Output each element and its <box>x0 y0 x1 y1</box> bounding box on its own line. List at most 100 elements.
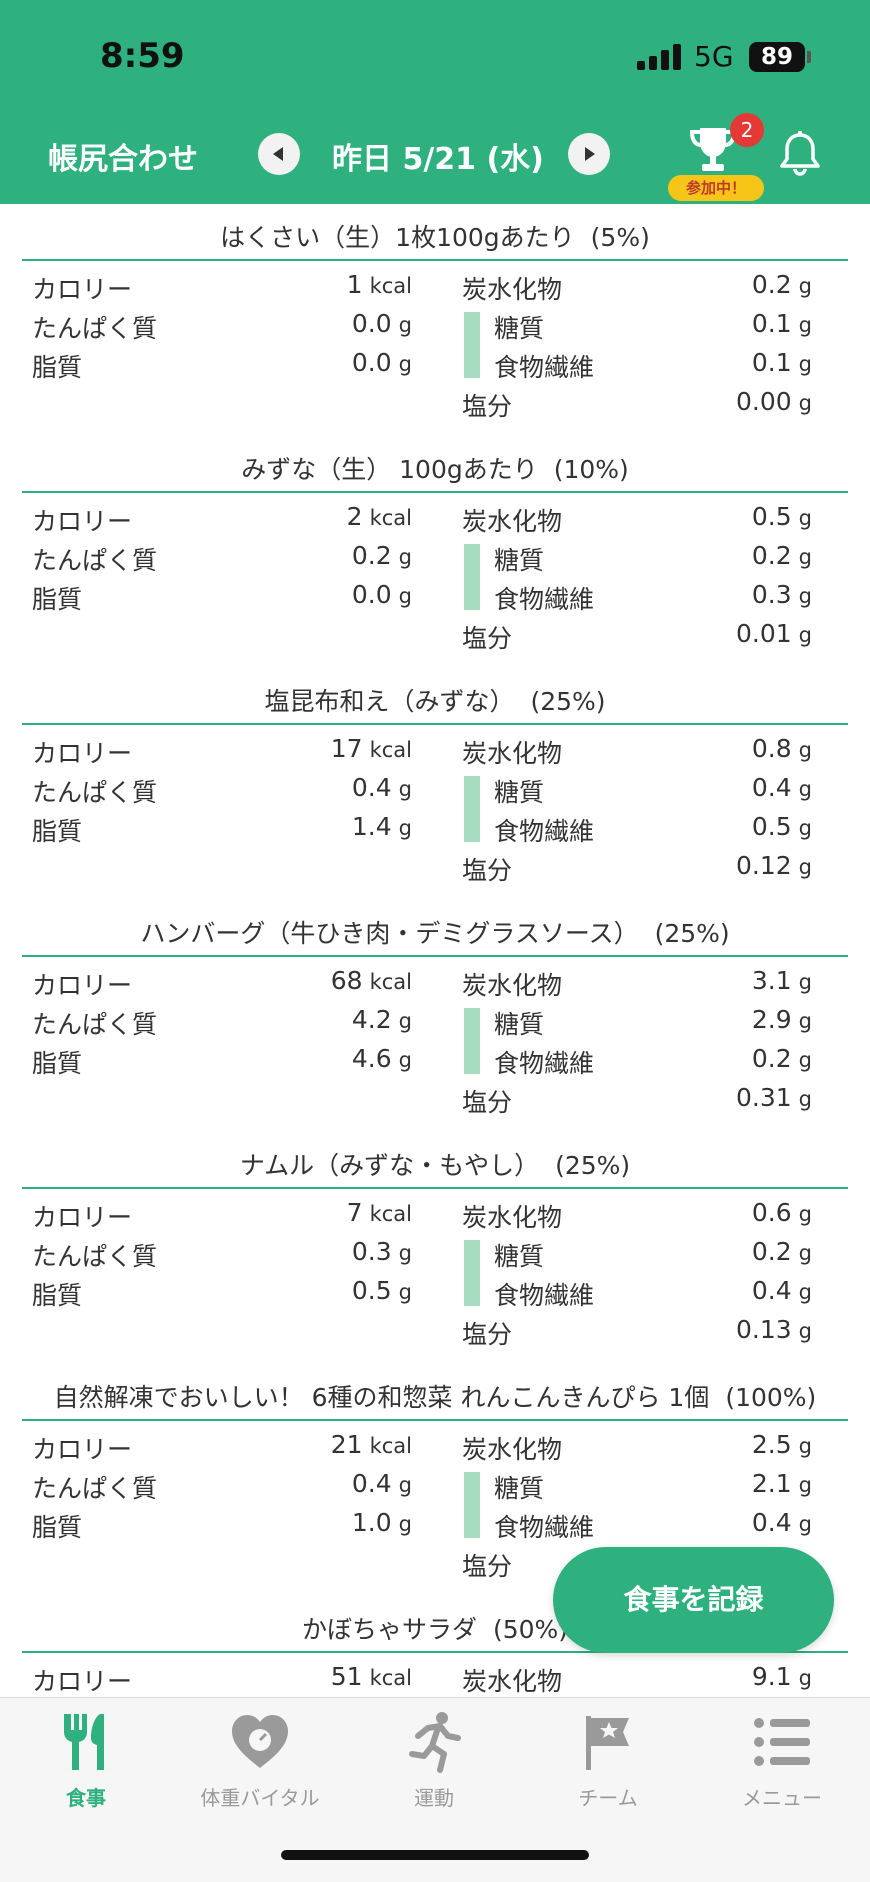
trophy-icon[interactable] <box>688 124 738 176</box>
sugar-value: 2.9 g <box>751 1005 812 1034</box>
prev-day-button[interactable] <box>258 133 300 175</box>
carb-value: 0.6 g <box>751 1198 812 1227</box>
fiber-label: 食物繊維 <box>494 353 595 382</box>
tab-weight-vitals[interactable]: 体重バイタル <box>175 1710 345 1811</box>
carb-label: 炭水化物 <box>462 507 563 536</box>
runner-icon <box>409 1712 461 1773</box>
food-portion-pct: (25%) <box>654 919 730 948</box>
battery-icon: 89 <box>749 42 811 72</box>
carb-breakdown-bar <box>464 312 480 378</box>
protein-label: たんぱく質 <box>32 314 158 343</box>
protein-value: 0.4 g <box>351 1469 412 1498</box>
bell-icon[interactable] <box>778 130 822 176</box>
protein-value: 4.2 g <box>351 1005 412 1034</box>
carb-value: 0.2 g <box>751 270 812 299</box>
protein-value: 0.3 g <box>351 1237 412 1266</box>
tab-menu[interactable]: メニュー <box>697 1710 867 1811</box>
record-meal-button[interactable]: 食事を記録 <box>553 1547 834 1653</box>
food-name: ハンバーグ（牛ひき肉・デミグラスソース） <box>140 919 639 948</box>
food-item[interactable]: 塩昆布和え（みずな） (25%) カロリー 17 kcal たんぱく質 0.4 g 脂… <box>0 668 870 900</box>
calorie-value: 2 kcal <box>346 502 412 531</box>
fiber-value: 0.3 g <box>751 580 812 609</box>
food-name: 自然解凍でおいしい！ 6種の和惣菜 れんこんきんぴら 1個 <box>53 1383 710 1412</box>
tab-label: メニュー <box>742 1786 822 1810</box>
sugar-label: 糖質 <box>494 1474 545 1503</box>
fat-label: 脂質 <box>32 353 83 382</box>
fat-label: 脂質 <box>32 1513 83 1542</box>
salt-label: 塩分 <box>462 1320 513 1349</box>
fiber-label: 食物繊維 <box>494 1049 595 1078</box>
food-item[interactable]: みずな（生） 100gあたり (10%) カロリー 2 kcal たんぱく質 0.2… <box>0 436 870 668</box>
divider <box>22 1419 848 1421</box>
protein-label: たんぱく質 <box>32 1242 158 1271</box>
calorie-label: カロリー <box>32 507 133 536</box>
carb-breakdown-bar <box>464 1008 480 1074</box>
fat-value: 0.5 g <box>351 1276 412 1305</box>
protein-label: たんぱく質 <box>32 1010 158 1039</box>
carb-label: 炭水化物 <box>462 1435 563 1464</box>
food-portion-pct: (25%) <box>555 1151 631 1180</box>
triangle-left-icon <box>273 147 283 161</box>
carb-value: 0.5 g <box>751 502 812 531</box>
food-name: みずな（生） 100gあたり <box>241 455 538 484</box>
food-portion-pct: (100%) <box>725 1383 817 1412</box>
sugar-value: 0.4 g <box>751 773 812 802</box>
flag-star-icon <box>586 1716 629 1770</box>
fiber-value: 0.5 g <box>751 812 812 841</box>
carb-breakdown-bar <box>464 1472 480 1538</box>
food-item[interactable]: 自然解凍でおいしい！ 6種の和惣菜 れんこんきんぴら 1個 (100%) カロリー… <box>0 1364 870 1596</box>
tab-label: 食事 <box>66 1786 106 1810</box>
sugar-label: 糖質 <box>494 314 545 343</box>
calorie-value: 21 kcal <box>330 1430 412 1459</box>
fiber-label: 食物繊維 <box>494 1281 595 1310</box>
fat-value: 0.0 g <box>351 348 412 377</box>
salt-value: 0.01 g <box>735 619 812 648</box>
battery-level: 89 <box>760 44 793 70</box>
carb-value: 0.8 g <box>751 734 812 763</box>
salt-label: 塩分 <box>462 624 513 653</box>
calorie-label: カロリー <box>32 1667 133 1696</box>
calorie-label: カロリー <box>32 1203 133 1232</box>
triangle-right-icon <box>585 147 595 161</box>
salt-label: 塩分 <box>462 392 513 421</box>
protein-label: たんぱく質 <box>32 778 158 807</box>
fiber-value: 0.4 g <box>751 1276 812 1305</box>
protein-value: 0.0 g <box>351 309 412 338</box>
tab-exercise[interactable]: 運動 <box>349 1710 519 1811</box>
food-title: 自然解凍でおいしい！ 6種の和惣菜 れんこんきんぴら 1個 (100%) <box>0 1378 870 1414</box>
app-header: 8:59 5G 89 帳尻合わせ 昨日 5/21 (水) 2 参加中！ <box>0 0 870 204</box>
fat-value: 0.0 g <box>351 580 412 609</box>
tab-team[interactable]: チーム <box>523 1710 693 1811</box>
food-title: かぼちゃサラダ (50%) <box>0 1610 870 1646</box>
food-name: かぼちゃサラダ <box>301 1615 477 1644</box>
fat-value: 1.4 g <box>351 812 412 841</box>
carb-value: 2.5 g <box>751 1430 812 1459</box>
protein-value: 0.2 g <box>351 541 412 570</box>
food-title: ハンバーグ（牛ひき肉・デミグラスソース） (25%) <box>0 914 870 950</box>
date-label: 昨日 5/21 (水) <box>332 142 544 177</box>
heart-scale-icon <box>232 1715 288 1768</box>
divider <box>22 955 848 957</box>
calorie-value: 51 kcal <box>330 1662 412 1691</box>
fiber-label: 食物繊維 <box>494 1513 595 1542</box>
food-item[interactable]: ナムル（みずな・もやし） (25%) カロリー 7 kcal たんぱく質 0.3 g … <box>0 1132 870 1364</box>
tab-meal[interactable]: 食事 <box>1 1710 171 1811</box>
sugar-value: 0.1 g <box>751 309 812 338</box>
food-name: 塩昆布和え（みずな） <box>264 687 515 716</box>
sugar-label: 糖質 <box>494 1242 545 1271</box>
fiber-value: 0.1 g <box>751 348 812 377</box>
tab-label: 運動 <box>414 1786 454 1810</box>
food-item[interactable]: はくさい（生）1枚100gあたり (5%) カロリー 1 kcal たんぱく質 0.… <box>0 204 870 436</box>
page-title[interactable]: 帳尻合わせ <box>48 142 198 177</box>
food-name: はくさい（生）1枚100gあたり <box>220 223 575 252</box>
food-portion-pct: (50%) <box>492 1615 569 1644</box>
food-item[interactable]: ハンバーグ（牛ひき肉・デミグラスソース） (25%) カロリー 68 kcal たん… <box>0 900 870 1132</box>
food-list: はくさい（生）1枚100gあたり (5%) カロリー 1 kcal たんぱく質 0.… <box>0 204 870 1828</box>
calorie-value: 68 kcal <box>330 966 412 995</box>
food-title: はくさい（生）1枚100gあたり (5%) <box>0 218 870 254</box>
next-day-button[interactable] <box>568 133 610 175</box>
carb-value: 9.1 g <box>751 1662 812 1691</box>
carb-label: 炭水化物 <box>462 1203 563 1232</box>
fat-value: 1.0 g <box>351 1508 412 1537</box>
